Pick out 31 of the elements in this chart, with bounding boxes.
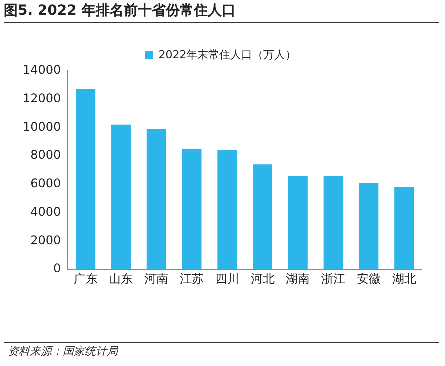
y-tick-label: 2000 (30, 233, 62, 248)
y-tick-label: 10000 (22, 120, 62, 134)
bar (359, 183, 379, 270)
y-tick-label: 14000 (22, 63, 62, 78)
y-tick-label: 8000 (30, 148, 62, 162)
x-tick-label: 浙江 (322, 272, 346, 286)
x-tick-label: 河北 (250, 272, 275, 286)
text: 资料来源：国家统计局 (8, 344, 118, 359)
y-tick-label: 6000 (30, 176, 62, 191)
bar (146, 129, 166, 270)
x-tick-label: 安徽 (356, 272, 381, 286)
chart-title: 图5. 2022 年排名前十省份常住人口 (4, 2, 236, 20)
x-tick-label: 山东 (109, 272, 134, 286)
y-tick-label: 0 (54, 262, 62, 276)
x-tick-label: 四川 (215, 272, 240, 286)
bar (218, 150, 238, 270)
bar (288, 176, 308, 270)
x-tick-label: 湖南 (286, 272, 310, 286)
x-tick-label: 湖北 (392, 272, 416, 286)
bar (253, 164, 273, 270)
bar (394, 187, 414, 270)
bar (182, 149, 202, 270)
x-tick-label: 广东 (74, 272, 98, 286)
bar (76, 89, 96, 270)
x-tick-label: 河南 (144, 272, 169, 286)
bar (112, 124, 131, 270)
y-tick-label: 12000 (22, 91, 62, 106)
legend-label: 2022年末常住人口（万人） (158, 48, 297, 62)
x-tick-label: 江苏 (180, 272, 204, 286)
y-tick-label: 4000 (30, 204, 62, 219)
bar (324, 176, 344, 270)
